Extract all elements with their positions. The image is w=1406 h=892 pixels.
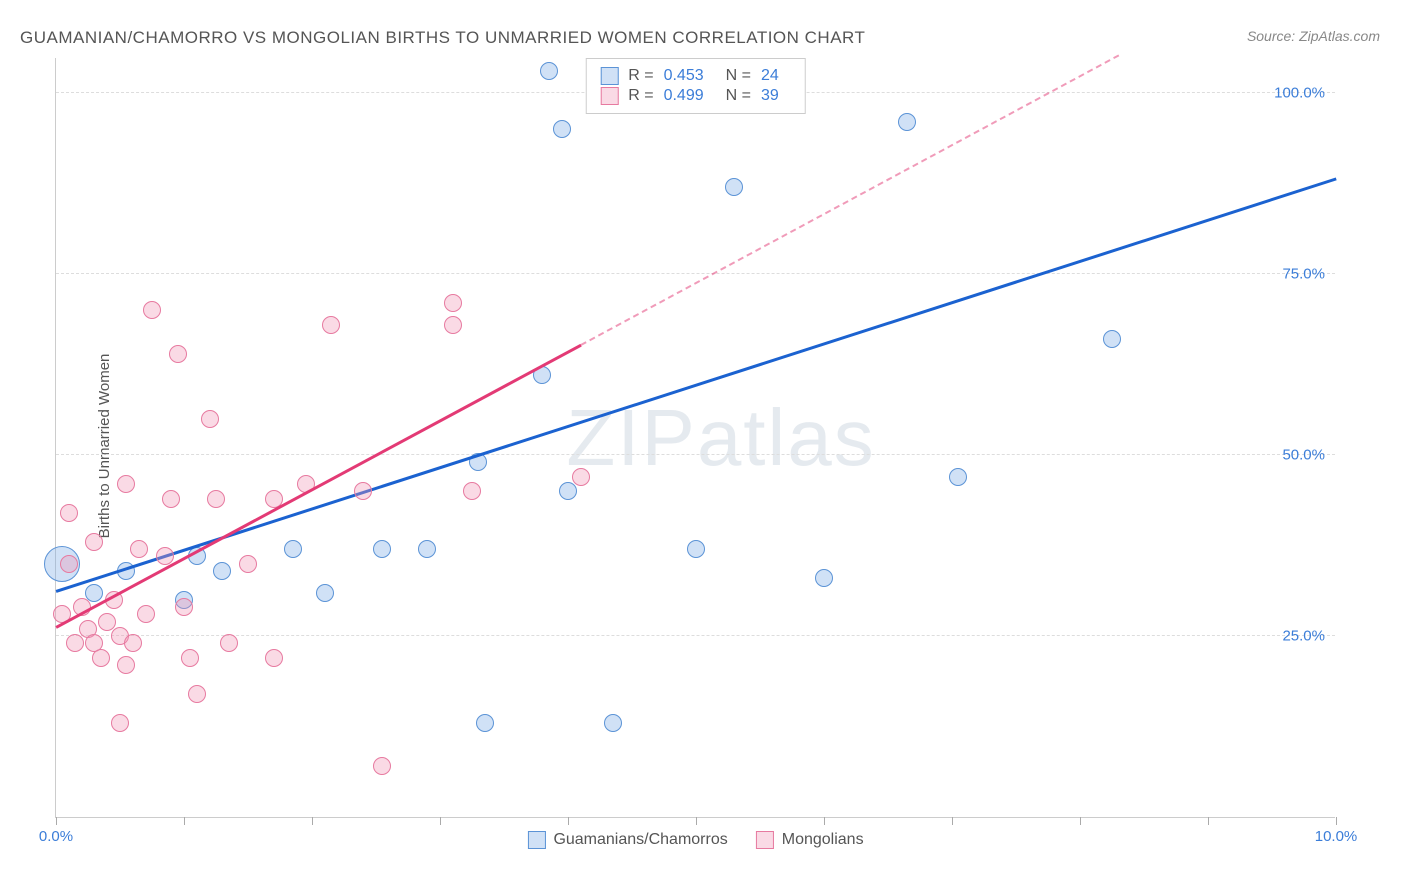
- xtick: [824, 817, 825, 825]
- scatter-point: [284, 540, 302, 558]
- scatter-point: [322, 316, 340, 334]
- ytick-label: 75.0%: [1282, 266, 1325, 283]
- scatter-point: [444, 294, 462, 312]
- legend-stats-row: R = 0.453 N = 24: [600, 67, 791, 85]
- plot-area: ZIPatlas 25.0%50.0%75.0%100.0%0.0%10.0%R…: [55, 58, 1335, 818]
- legend-swatch: [527, 831, 545, 849]
- scatter-point: [130, 540, 148, 558]
- scatter-point: [604, 714, 622, 732]
- scatter-point: [169, 345, 187, 363]
- scatter-point: [265, 649, 283, 667]
- gridline-h: [56, 454, 1335, 455]
- xtick: [1336, 817, 1337, 825]
- scatter-point: [66, 634, 84, 652]
- scatter-point: [111, 714, 129, 732]
- scatter-point: [85, 533, 103, 551]
- legend-stats: R = 0.453 N = 24 R = 0.499 N = 39: [585, 58, 806, 114]
- xtick: [56, 817, 57, 825]
- watermark: ZIPatlas: [566, 392, 875, 484]
- legend-r-value: 0.453: [664, 67, 704, 85]
- chart-container: GUAMANIAN/CHAMORRO VS MONGOLIAN BIRTHS T…: [0, 0, 1406, 892]
- scatter-point: [239, 555, 257, 573]
- legend-series: Guamanians/Chamorros Mongolians: [527, 831, 863, 849]
- gridline-h: [56, 635, 1335, 636]
- xtick: [696, 817, 697, 825]
- scatter-point: [117, 656, 135, 674]
- scatter-point: [898, 113, 916, 131]
- xtick: [1080, 817, 1081, 825]
- scatter-point: [463, 482, 481, 500]
- legend-swatch: [756, 831, 774, 849]
- scatter-point: [444, 316, 462, 334]
- legend-n-value: 24: [761, 67, 779, 85]
- regression-line: [56, 178, 1337, 593]
- scatter-point: [175, 598, 193, 616]
- legend-series-label: Guamanians/Chamorros: [553, 831, 727, 849]
- scatter-point: [476, 714, 494, 732]
- xtick: [952, 817, 953, 825]
- scatter-point: [92, 649, 110, 667]
- legend-r-label: R =: [628, 87, 653, 105]
- legend-n-label: N =: [726, 67, 751, 85]
- scatter-point: [553, 120, 571, 138]
- scatter-point: [316, 584, 334, 602]
- scatter-point: [373, 757, 391, 775]
- legend-swatch: [600, 87, 618, 105]
- xtick: [184, 817, 185, 825]
- scatter-point: [162, 490, 180, 508]
- scatter-point: [98, 613, 116, 631]
- scatter-point: [687, 540, 705, 558]
- scatter-point: [60, 504, 78, 522]
- scatter-point: [949, 468, 967, 486]
- scatter-point: [85, 584, 103, 602]
- scatter-point: [354, 482, 372, 500]
- scatter-point: [207, 490, 225, 508]
- legend-stats-row: R = 0.499 N = 39: [600, 87, 791, 105]
- xtick: [1208, 817, 1209, 825]
- ytick-label: 100.0%: [1274, 85, 1325, 102]
- scatter-point: [117, 475, 135, 493]
- legend-r-label: R =: [628, 67, 653, 85]
- xtick-label: 0.0%: [39, 828, 73, 845]
- scatter-point: [124, 634, 142, 652]
- xtick-label: 10.0%: [1315, 828, 1358, 845]
- scatter-point: [572, 468, 590, 486]
- legend-series-item: Mongolians: [756, 831, 864, 849]
- scatter-point: [418, 540, 436, 558]
- chart-title: GUAMANIAN/CHAMORRO VS MONGOLIAN BIRTHS T…: [20, 28, 865, 48]
- xtick: [312, 817, 313, 825]
- scatter-point: [220, 634, 238, 652]
- scatter-point: [60, 555, 78, 573]
- scatter-point: [188, 685, 206, 703]
- legend-n-value: 39: [761, 87, 779, 105]
- xtick: [568, 817, 569, 825]
- scatter-point: [201, 410, 219, 428]
- scatter-point: [815, 569, 833, 587]
- legend-series-label: Mongolians: [782, 831, 864, 849]
- scatter-point: [1103, 330, 1121, 348]
- legend-swatch: [600, 67, 618, 85]
- scatter-point: [181, 649, 199, 667]
- source-attribution: Source: ZipAtlas.com: [1247, 28, 1380, 44]
- xtick: [440, 817, 441, 825]
- legend-series-item: Guamanians/Chamorros: [527, 831, 727, 849]
- gridline-h: [56, 273, 1335, 274]
- ytick-label: 50.0%: [1282, 447, 1325, 464]
- scatter-point: [725, 178, 743, 196]
- scatter-point: [540, 62, 558, 80]
- scatter-point: [373, 540, 391, 558]
- ytick-label: 25.0%: [1282, 628, 1325, 645]
- scatter-point: [143, 301, 161, 319]
- scatter-point: [137, 605, 155, 623]
- scatter-point: [559, 482, 577, 500]
- legend-r-value: 0.499: [664, 87, 704, 105]
- scatter-point: [213, 562, 231, 580]
- legend-n-label: N =: [726, 87, 751, 105]
